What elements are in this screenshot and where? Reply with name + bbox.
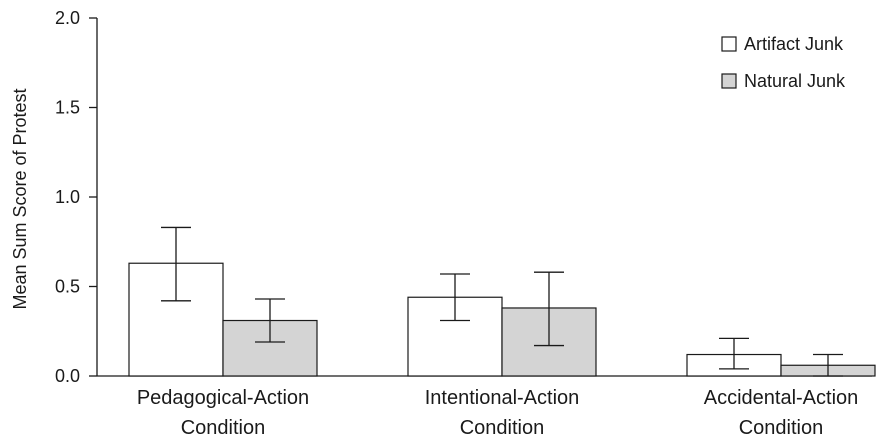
bars-group bbox=[128, 262, 876, 377]
legend-swatch bbox=[721, 36, 737, 52]
y-axis-ticks: 0.0 0.5 1.0 1.5 2.0 bbox=[55, 8, 97, 386]
y-axis-label: Mean Sum Score of Protest bbox=[10, 88, 30, 309]
y-tick-label: 0.5 bbox=[55, 277, 80, 297]
x-category-label: Accidental-Action bbox=[704, 387, 859, 409]
y-tick-label: 0.0 bbox=[55, 366, 80, 386]
x-category-label: Condition bbox=[181, 417, 266, 439]
legend-label: Natural Junk bbox=[744, 71, 846, 91]
x-category-label: Condition bbox=[739, 417, 824, 439]
y-tick-label: 1.0 bbox=[55, 187, 80, 207]
x-category-label: Condition bbox=[460, 417, 545, 439]
legend-swatch bbox=[721, 73, 737, 89]
error-bars-group bbox=[161, 226, 843, 377]
x-category-label: Intentional-Action bbox=[425, 387, 580, 409]
legend-label: Artifact Junk bbox=[744, 34, 844, 54]
x-category-label: Pedagogical-Action bbox=[137, 387, 309, 409]
y-tick-label: 1.5 bbox=[55, 98, 80, 118]
y-tick-label: 2.0 bbox=[55, 8, 80, 28]
legend: Artifact Junk Natural Junk bbox=[721, 34, 846, 91]
bar-natural bbox=[222, 319, 318, 377]
x-axis-labels: Pedagogical-Action Condition Intentional-A… bbox=[137, 387, 858, 439]
